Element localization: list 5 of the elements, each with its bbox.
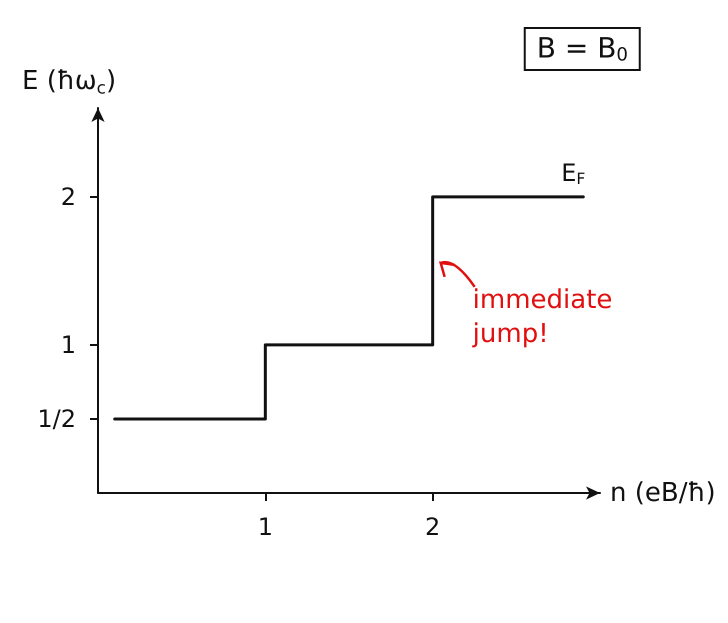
x-axis-title: n (eB/ħ): [610, 478, 716, 508]
y-tick-label: 2: [60, 182, 76, 211]
y-tick-label: 1: [60, 330, 76, 359]
annotation: immediate jump!: [472, 284, 612, 349]
y-tick-label: 1/2: [37, 404, 76, 433]
